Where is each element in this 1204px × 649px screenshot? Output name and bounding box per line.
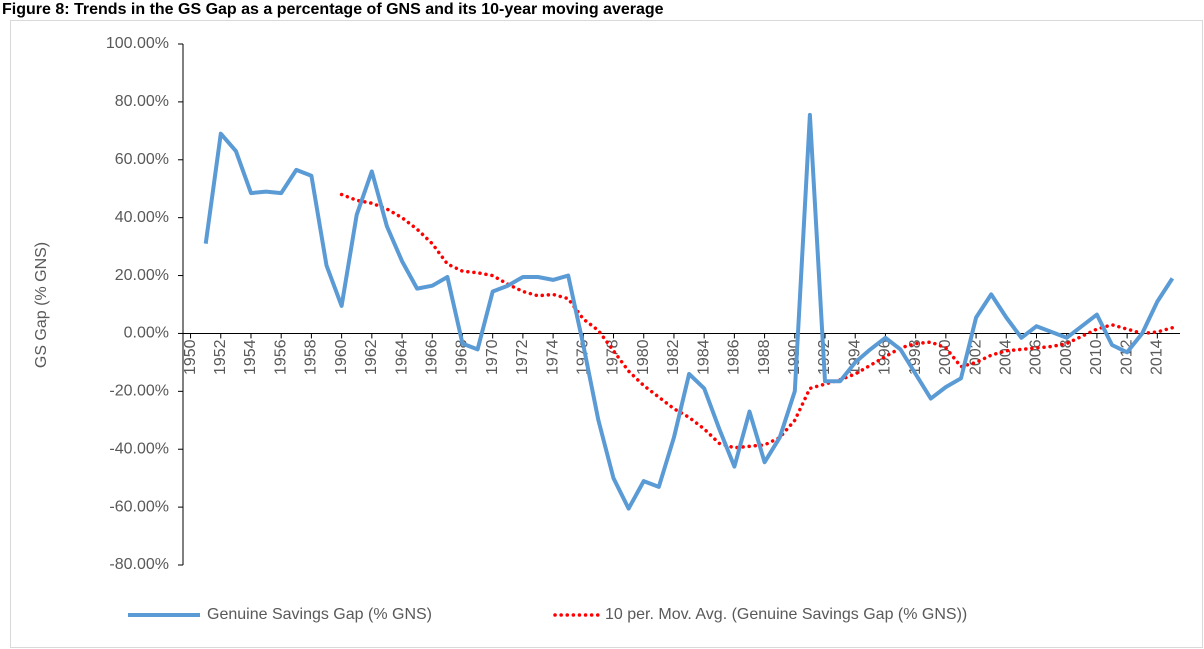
x-tick-label: 2008 (1058, 339, 1075, 375)
x-tick-label: 1986 (726, 339, 743, 375)
x-tick-label: 1978 (605, 339, 622, 375)
x-tick-label: 1954 (242, 339, 259, 375)
y-tick-label: 100.00% (106, 35, 169, 52)
legend-label: 10 per. Mov. Avg. (Genuine Savings Gap (… (605, 606, 967, 623)
y-tick-label: 20.00% (115, 267, 169, 284)
y-tick-label: 40.00% (115, 209, 169, 226)
data-line (203, 112, 1175, 511)
x-tick-label: 1964 (393, 339, 410, 375)
y-tick-label: -60.00% (109, 498, 169, 515)
y-tick-label: 0.00% (124, 325, 169, 342)
x-tick-label: 1982 (665, 339, 682, 375)
x-tick-label: 1988 (756, 339, 773, 375)
x-tick-label: 1952 (212, 339, 229, 375)
x-tick-label: 1972 (514, 339, 531, 375)
x-tick-label: 1958 (303, 339, 320, 375)
x-tick-label: 2006 (1028, 339, 1045, 375)
legend-label: Genuine Savings Gap (% GNS) (207, 606, 432, 623)
x-tick-label: 1960 (333, 339, 350, 375)
y-tick-label: -80.00% (109, 556, 169, 573)
x-tick-label: 1962 (363, 339, 380, 375)
x-tick-label: 1974 (544, 339, 561, 375)
x-tick-label: 1950 (182, 339, 199, 375)
y-tick-label: 60.00% (115, 151, 169, 168)
x-tick-label: 1968 (454, 339, 471, 375)
y-tick-label: -20.00% (109, 383, 169, 400)
y-axis-label: GS Gap (% GNS) (33, 242, 50, 368)
x-tick-label: 2010 (1088, 339, 1105, 375)
x-tick-label: 2002 (967, 339, 984, 375)
x-tick-label: 1980 (635, 339, 652, 375)
y-tick-label: -40.00% (109, 440, 169, 457)
chart-frame (10, 20, 1203, 648)
x-tick-label: 2014 (1149, 339, 1166, 375)
x-tick-label: 1956 (272, 339, 289, 375)
chart-title: Figure 8: Trends in the GS Gap as a perc… (2, 1, 664, 18)
x-tick-label: 2004 (997, 339, 1014, 375)
y-tick-label: 80.00% (115, 93, 169, 110)
x-tick-label: 1966 (423, 339, 440, 375)
x-tick-label: 1984 (695, 339, 712, 375)
x-tick-label: 2000 (937, 339, 954, 375)
moving-average-line (339, 192, 1175, 450)
x-tick-label: 1970 (484, 339, 501, 375)
